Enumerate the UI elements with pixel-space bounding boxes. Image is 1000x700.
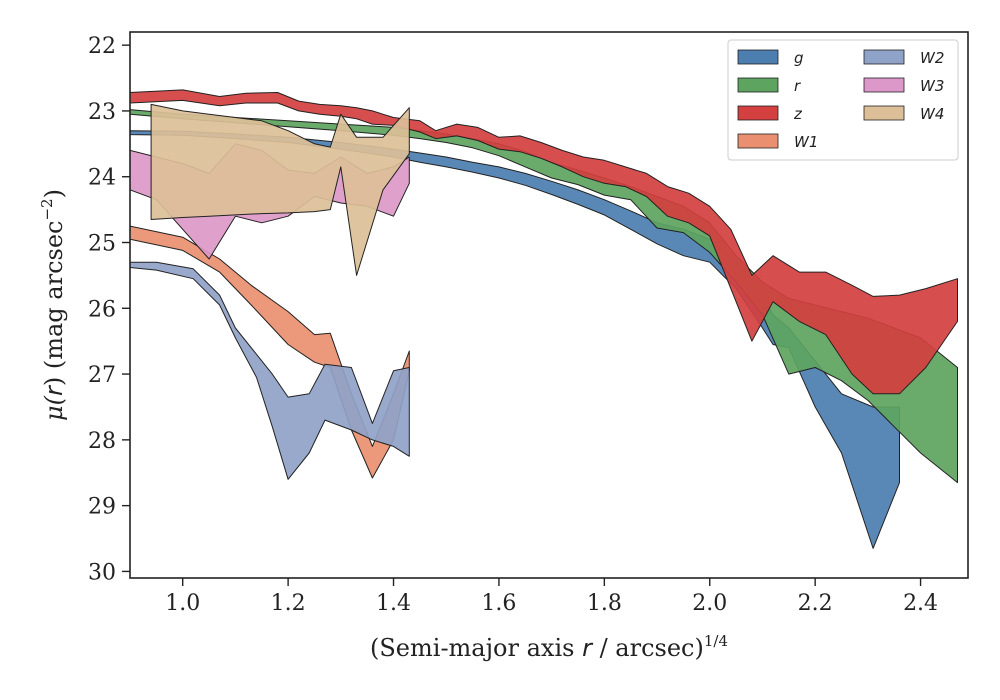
- y-tick-label: 29: [88, 495, 116, 520]
- axes: 1.0 1.2 1.4 1.6 1.8 2.0 2.2 2.4 22 23 24 25 26 27 28 29…: [88, 31, 969, 616]
- x-axis-label: (Semi-major axis r / arcsec)1/4: [370, 632, 728, 662]
- legend-label-w2: W2: [920, 49, 944, 67]
- y-tick-label: 28: [88, 429, 116, 454]
- y-tick-label: 30: [88, 560, 116, 585]
- y-axis-label-exp: −2: [38, 198, 56, 220]
- legend-swatch-r: [737, 77, 779, 93]
- x-tick-label: 2.4: [903, 591, 938, 616]
- y-axis-label-post: ): [40, 189, 68, 198]
- band-z: [130, 89, 958, 395]
- x-axis-label-pre: (Semi-major axis: [370, 634, 582, 662]
- legend-label-w4: W4: [920, 105, 944, 123]
- bands-group: [130, 89, 958, 549]
- legend-swatch-w2: [863, 49, 905, 65]
- legend-swatch-z: [737, 105, 779, 121]
- x-tick-label: 1.8: [587, 591, 622, 616]
- x-tick-label: 1.2: [271, 591, 306, 616]
- legend-swatch-w1: [737, 133, 779, 149]
- x-tick-label: 1.6: [481, 591, 516, 616]
- legend-label-w1: W1: [794, 133, 818, 151]
- y-tick-label: 23: [88, 100, 116, 125]
- x-axis-label-exp: 1/4: [704, 632, 728, 650]
- x-axis-label-var: r: [582, 634, 594, 662]
- legend-label-z: z: [793, 105, 803, 123]
- band-w4: [150, 103, 410, 276]
- y-axis-label-var: r: [40, 384, 68, 396]
- legend: grz W1 W2 W3 W4: [727, 39, 959, 161]
- y-tick-label: 27: [88, 363, 116, 388]
- legend-label-g: g: [794, 49, 804, 67]
- plot-area: [130, 89, 958, 549]
- y-tick-label: 22: [88, 34, 116, 59]
- y-tick-label: 25: [88, 232, 116, 257]
- y-tick-label: 26: [88, 297, 116, 322]
- y-tick-label: 24: [88, 166, 116, 191]
- x-tick-label: 2.2: [798, 591, 833, 616]
- legend-swatch-w3: [863, 77, 905, 93]
- band-w2: [130, 261, 410, 480]
- y-axis-label-pre: μ(: [40, 395, 68, 421]
- x-tick-label: 1.4: [376, 591, 411, 616]
- band-g: [130, 130, 900, 549]
- legend-swatch-w4: [863, 105, 905, 121]
- legend-label-w3: W3: [920, 77, 944, 95]
- x-tick-label: 1.0: [165, 591, 200, 616]
- x-axis-label-post: / arcsec): [592, 634, 704, 662]
- y-axis-label: μ(r) (mag arcsec−2): [38, 189, 68, 421]
- plot-frame: [129, 31, 969, 579]
- band-w1: [130, 225, 410, 479]
- legend-label-r: r: [794, 77, 801, 95]
- legend-swatch-g: [737, 49, 779, 65]
- x-tick-label: 2.0: [692, 591, 727, 616]
- y-axis-label-mid: ) (mag arcsec: [40, 221, 68, 387]
- legend-box: [727, 39, 959, 161]
